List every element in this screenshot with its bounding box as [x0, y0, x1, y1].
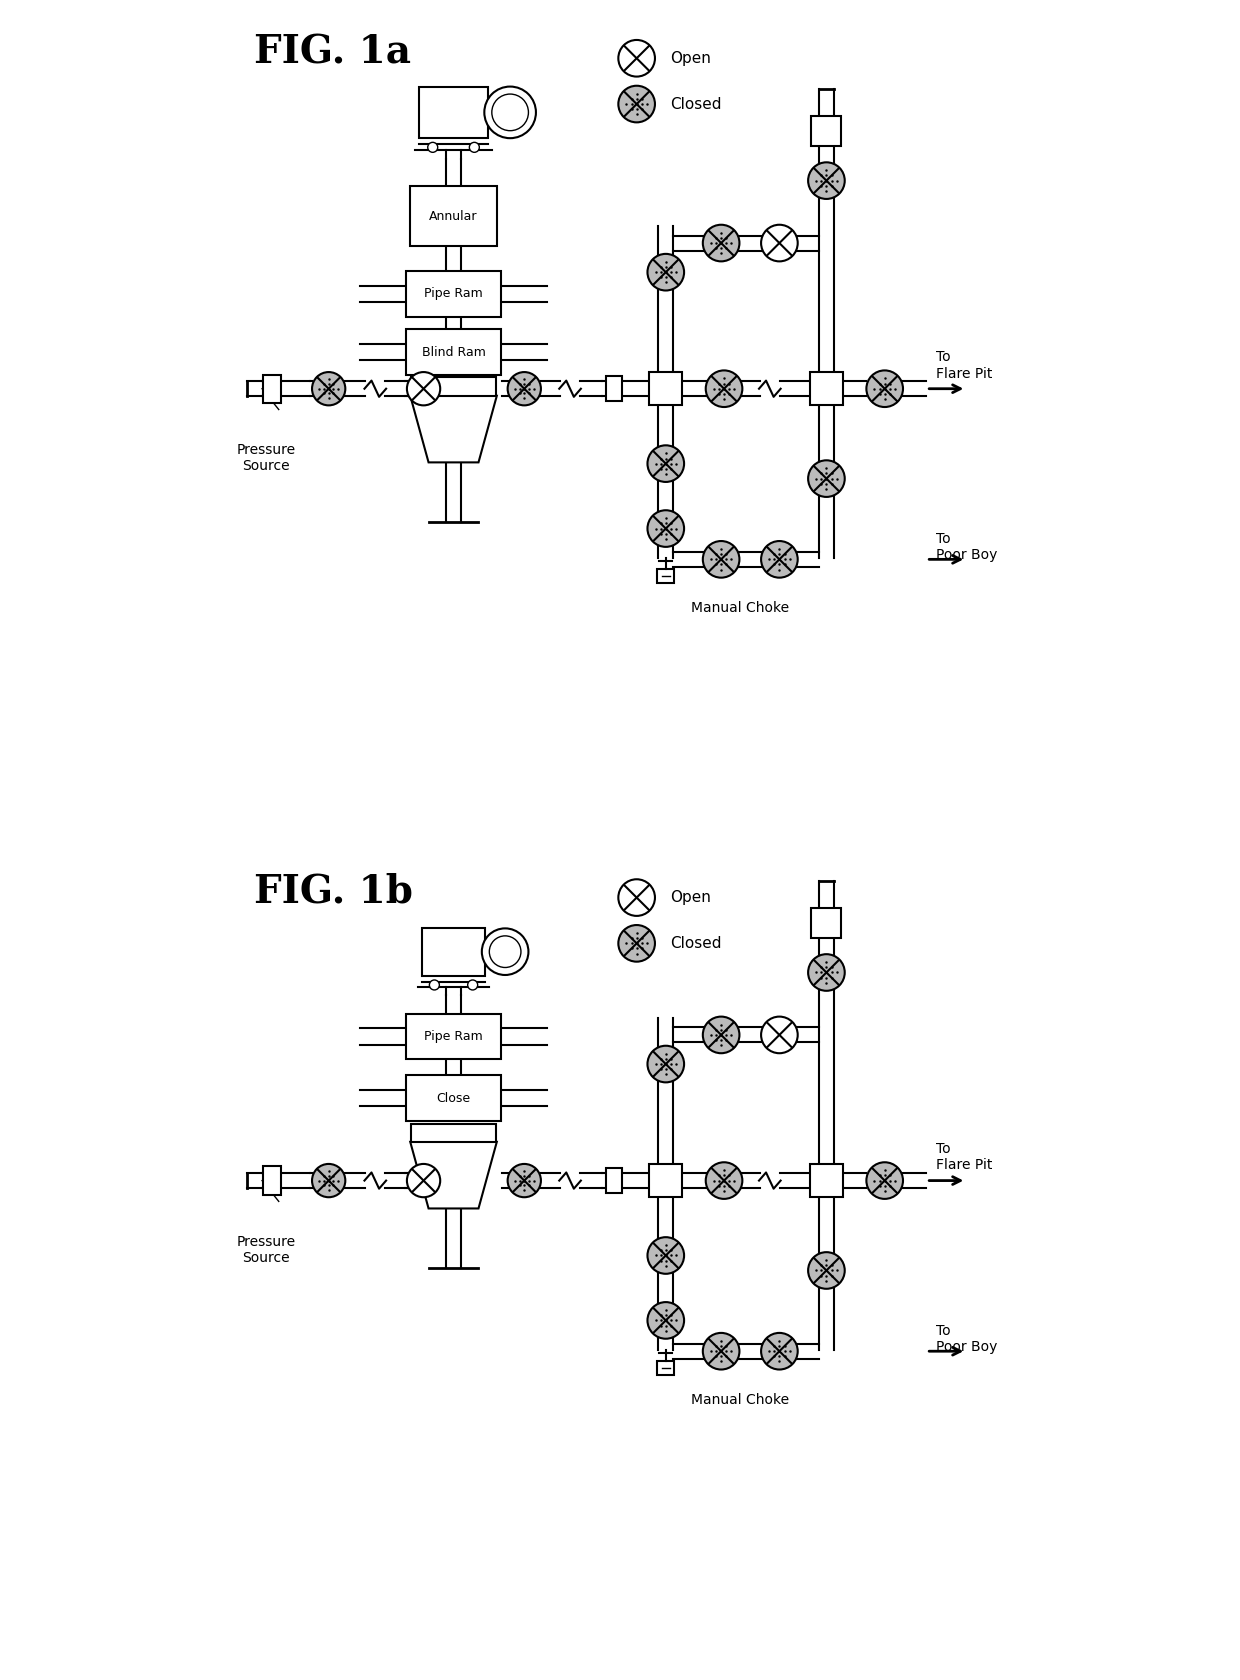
Circle shape: [808, 1252, 844, 1289]
Circle shape: [703, 541, 739, 578]
Circle shape: [761, 541, 797, 578]
Bar: [405, 1075, 501, 1121]
Circle shape: [703, 1016, 739, 1053]
Polygon shape: [410, 396, 497, 462]
Circle shape: [808, 954, 844, 991]
Bar: [810, 371, 843, 405]
Bar: [422, 927, 485, 976]
Text: FIG. 1a: FIG. 1a: [254, 34, 410, 71]
Text: To
Flare Pit: To Flare Pit: [936, 351, 993, 380]
Text: Manual Choke: Manual Choke: [691, 1393, 789, 1406]
Circle shape: [808, 163, 844, 198]
Text: Blind Ram: Blind Ram: [422, 346, 486, 358]
Bar: [657, 570, 675, 583]
Text: Manual Choke: Manual Choke: [691, 601, 789, 615]
Bar: [405, 270, 501, 318]
Text: To
Poor Boy: To Poor Boy: [936, 1324, 998, 1354]
Bar: [419, 87, 487, 138]
Circle shape: [467, 979, 477, 990]
Text: Open: Open: [670, 50, 711, 66]
Bar: [405, 329, 501, 375]
Polygon shape: [410, 1142, 497, 1208]
Text: Closed: Closed: [670, 96, 722, 111]
Circle shape: [482, 929, 528, 974]
Bar: [410, 378, 496, 396]
Bar: [410, 1124, 496, 1142]
Bar: [405, 1013, 501, 1060]
Circle shape: [867, 370, 903, 407]
Circle shape: [647, 1045, 684, 1082]
Bar: [410, 186, 497, 247]
Bar: [810, 1164, 843, 1198]
Circle shape: [706, 370, 743, 407]
Bar: [606, 376, 622, 402]
Text: FIG. 1b: FIG. 1b: [254, 872, 413, 911]
Circle shape: [470, 143, 480, 153]
Bar: [657, 1361, 675, 1374]
Bar: [649, 371, 682, 405]
Circle shape: [647, 254, 684, 291]
Bar: [263, 1166, 281, 1194]
Text: To
Flare Pit: To Flare Pit: [936, 1142, 993, 1173]
Circle shape: [703, 225, 739, 262]
Circle shape: [808, 460, 844, 497]
Circle shape: [407, 371, 440, 405]
Circle shape: [761, 225, 797, 262]
Circle shape: [507, 371, 541, 405]
Text: To
Poor Boy: To Poor Boy: [936, 533, 998, 563]
Circle shape: [761, 1016, 797, 1053]
Text: Open: Open: [670, 890, 711, 906]
Circle shape: [485, 87, 536, 138]
Circle shape: [619, 40, 655, 77]
Circle shape: [312, 371, 345, 405]
Bar: [811, 116, 842, 146]
Circle shape: [428, 143, 438, 153]
Circle shape: [312, 1164, 345, 1198]
Circle shape: [490, 936, 521, 968]
Circle shape: [619, 86, 655, 123]
Circle shape: [619, 879, 655, 916]
Bar: [606, 1168, 622, 1193]
Bar: [811, 907, 842, 937]
Text: Annular: Annular: [429, 210, 477, 223]
Bar: [649, 1164, 682, 1198]
Circle shape: [507, 1164, 541, 1198]
Text: Close: Close: [436, 1092, 471, 1105]
Circle shape: [703, 1332, 739, 1369]
Circle shape: [619, 926, 655, 961]
Text: Pipe Ram: Pipe Ram: [424, 1030, 482, 1043]
Circle shape: [647, 511, 684, 548]
Text: Closed: Closed: [670, 936, 722, 951]
Circle shape: [647, 445, 684, 482]
Bar: [263, 375, 281, 403]
Text: Pressure
Source: Pressure Source: [237, 444, 296, 474]
Circle shape: [407, 1164, 440, 1198]
Text: Pressure
Source: Pressure Source: [237, 1235, 296, 1265]
Circle shape: [429, 979, 439, 990]
Circle shape: [647, 1236, 684, 1273]
Text: Pipe Ram: Pipe Ram: [424, 287, 482, 301]
Circle shape: [492, 94, 528, 131]
Circle shape: [761, 1332, 797, 1369]
Circle shape: [867, 1163, 903, 1200]
Circle shape: [647, 1302, 684, 1339]
Circle shape: [706, 1163, 743, 1200]
